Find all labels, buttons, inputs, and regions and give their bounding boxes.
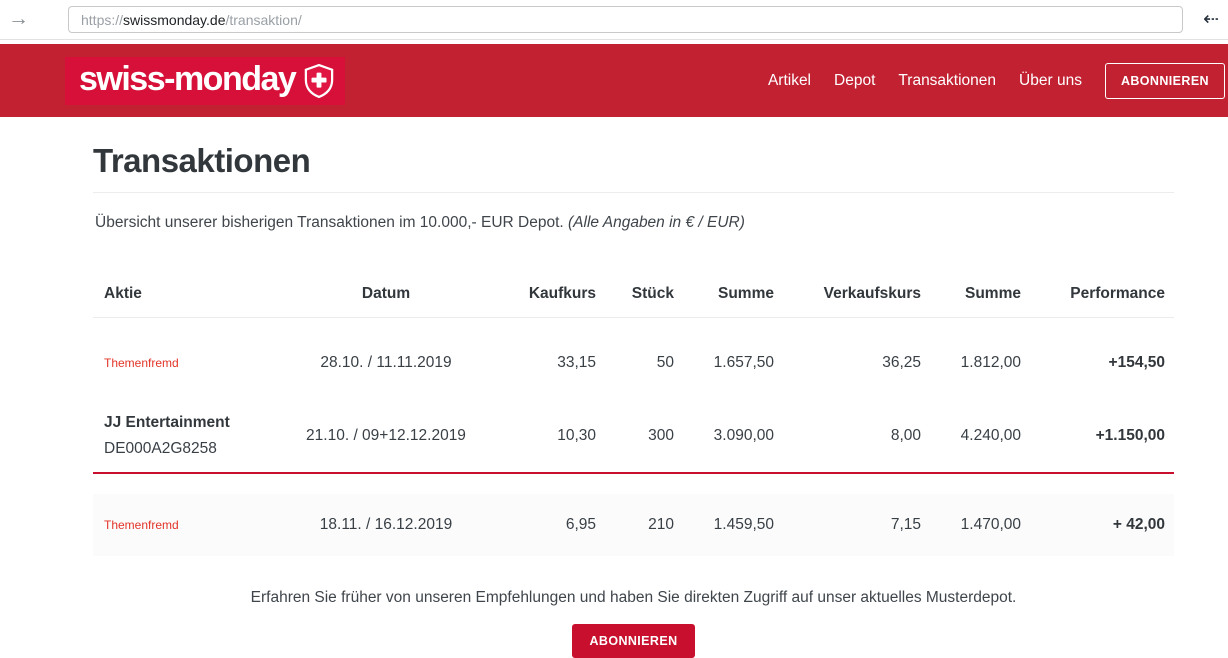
cell-kaufkurs: 6,95 (565, 516, 596, 533)
cell-verkaufskurs: 7,15 (890, 516, 921, 533)
intro-text: Übersicht unserer bisherigen Transaktion… (95, 214, 1174, 232)
cell-performance: +154,50 (1108, 354, 1165, 371)
col-datum: Datum (361, 285, 411, 302)
chrome-divider (0, 40, 1228, 44)
cta-subscribe-button[interactable]: ABONNIEREN (572, 624, 695, 658)
cell-stueck: 50 (656, 354, 674, 371)
url-protocol: https:// (81, 11, 124, 28)
nav-item-artikel[interactable]: Artikel (767, 71, 812, 89)
table-row-highlighted: JJ Entertainment DE000A2G8258 21.10. / 0… (93, 398, 1174, 474)
browser-chrome: → https://swissmonday.de/transaktion/ ⇠ (0, 0, 1228, 40)
intro-main: Übersicht unserer bisherigen Transaktion… (95, 214, 564, 231)
site-header: swiss-monday Artikel Depot Transaktionen… (0, 44, 1228, 117)
url-path: /transaktion/ (225, 11, 302, 28)
cta-text: Erfahren Sie früher von unseren Empfehlu… (250, 589, 1017, 606)
col-kaufkurs: Kaufkurs (528, 285, 596, 302)
cell-performance: +1.150,00 (1095, 427, 1165, 444)
table-row: Themenfremd 18.11. / 16.12.2019 6,95 210… (93, 494, 1174, 556)
cell-stueck: 210 (648, 516, 674, 533)
stock-name: JJ Entertainment (104, 414, 230, 431)
swiss-shield-cross-icon (305, 63, 334, 98)
cell-summe-kauf: 3.090,00 (713, 427, 774, 444)
header-subscribe-button[interactable]: ABONNIEREN (1104, 62, 1225, 99)
main-nav: Artikel Depot Transaktionen Über uns ABO… (767, 62, 1225, 99)
cell-summe-kauf: 1.459,50 (713, 516, 774, 533)
cell-summe-verkauf: 1.470,00 (960, 516, 1021, 533)
cell-summe-verkauf: 4.240,00 (960, 427, 1021, 444)
cell-summe-verkauf: 1.812,00 (960, 354, 1021, 371)
cell-stueck: 300 (648, 427, 674, 444)
col-summe-kauf: Summe (718, 285, 774, 302)
stock-label-offtopic: Themenfremd (104, 518, 179, 532)
cell-verkaufskurs: 8,00 (890, 427, 921, 444)
main-content: Transaktionen Übersicht unserer bisherig… (93, 144, 1174, 658)
page-title: Transaktionen (93, 142, 311, 179)
nav-item-ueber-uns[interactable]: Über uns (1019, 71, 1082, 89)
intro-note: (Alle Angaben in € / EUR) (568, 214, 745, 231)
address-bar[interactable]: https://swissmonday.de/transaktion/ (68, 6, 1183, 33)
cell-aktie: JJ Entertainment DE000A2G8258 (104, 410, 304, 462)
site-logo[interactable]: swiss-monday (65, 56, 346, 105)
nav-item-depot[interactable]: Depot (834, 71, 876, 89)
table-row: Themenfremd 28.10. / 11.11.2019 33,15 50… (93, 331, 1174, 395)
cell-datum: 28.10. / 11.11.2019 (320, 354, 452, 371)
cell-summe-kauf: 1.657,50 (713, 354, 774, 371)
stock-label-offtopic: Themenfremd (104, 356, 179, 370)
col-summe-verkauf: Summe (965, 285, 1021, 302)
cell-datum: 18.11. / 16.12.2019 (319, 516, 453, 533)
table-header-row: Aktie Datum Kaufkurs Stück Summe Verkauf… (93, 279, 1174, 318)
col-aktie: Aktie (104, 285, 142, 302)
col-performance: Performance (1070, 285, 1165, 302)
url-domain: swissmonday.de (123, 11, 226, 28)
cell-kaufkurs: 10,30 (557, 427, 596, 444)
nav-item-transaktionen[interactable]: Transaktionen (898, 71, 997, 89)
col-stueck: Stück (631, 285, 674, 302)
transactions-table: Aktie Datum Kaufkurs Stück Summe Verkauf… (93, 279, 1174, 556)
cell-datum: 21.10. / 09+12.12.2019 (306, 427, 466, 444)
title-divider (93, 192, 1174, 193)
logo-text: swiss-monday (79, 60, 297, 98)
back-arrow-icon[interactable]: ⇠ (1203, 9, 1219, 30)
cell-performance: + 42,00 (1112, 516, 1165, 533)
stock-isin: DE000A2G8258 (104, 440, 217, 457)
cell-kaufkurs: 33,15 (557, 354, 596, 371)
col-verkaufskurs: Verkaufskurs (823, 285, 921, 302)
forward-arrow-icon[interactable]: → (8, 7, 29, 30)
cell-verkaufskurs: 36,25 (882, 354, 921, 371)
